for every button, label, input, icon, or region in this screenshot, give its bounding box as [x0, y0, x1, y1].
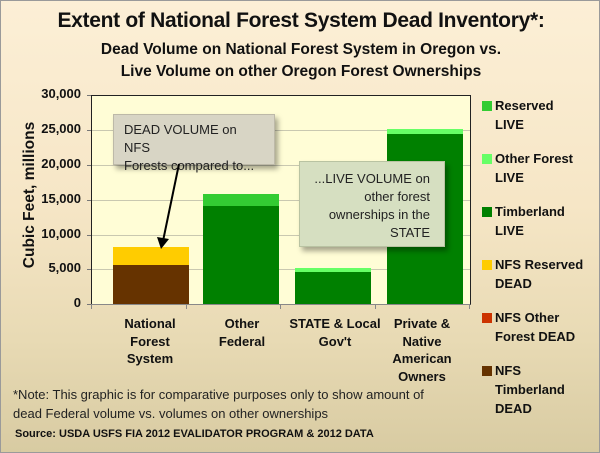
y-tick: 30,000	[41, 86, 81, 101]
x-label-private-native-american: Private & Native American Owners	[392, 316, 452, 384]
bar-segment	[203, 206, 279, 304]
gridline	[92, 200, 470, 201]
x-tick-mark	[91, 304, 92, 309]
gridline	[92, 269, 470, 270]
bar-national-forest-system	[113, 246, 189, 304]
legend-swatch	[482, 260, 492, 270]
legend-item-nfs-other-forest-dead: NFS Other Forest DEAD	[482, 308, 600, 346]
legend-item-timberland-live: Timberland LIVE	[482, 202, 600, 240]
bar-segment	[203, 193, 279, 206]
x-label-state-local-govt: STATE & Local Gov't	[289, 316, 381, 349]
y-tick: 15,000	[41, 191, 81, 206]
bar-segment	[387, 129, 463, 135]
legend-item-other-forest-live: Other Forest LIVE	[482, 149, 600, 187]
x-tick-mark	[469, 304, 470, 309]
legend-item-nfs-timberland-dead: NFS Timberland DEAD	[482, 361, 600, 418]
y-tick: 10,000	[41, 226, 81, 241]
chart-subtitle-line1: Dead Volume on National Forest System in…	[100, 41, 502, 58]
legend-swatch	[482, 207, 492, 217]
y-tick: 25,000	[41, 121, 81, 136]
gridline	[92, 165, 470, 166]
legend-swatch	[482, 313, 492, 323]
bar-segment	[295, 267, 371, 272]
x-label-other-federal: Other Federal	[218, 316, 266, 349]
y-tick-mark	[87, 269, 92, 270]
y-tick: 5,000	[48, 260, 81, 275]
footnote: *Note: This graphic is for comparative p…	[13, 387, 424, 421]
bar-segment	[203, 205, 279, 207]
legend-swatch	[482, 101, 492, 111]
x-tick-mark	[186, 304, 187, 309]
gridline	[92, 235, 470, 236]
callout-dead-volume: DEAD VOLUME on NFS Forests compared to..…	[113, 114, 275, 173]
bar-segment	[295, 271, 371, 304]
y-tick: 20,000	[41, 156, 81, 171]
y-tick-mark	[87, 165, 92, 166]
legend-swatch	[482, 154, 492, 164]
y-tick-mark	[87, 95, 92, 96]
y-tick-mark	[87, 304, 92, 305]
y-tick-mark	[87, 200, 92, 201]
arrow-icon	[157, 163, 180, 249]
plot-area	[91, 95, 471, 305]
legend-item-nfs-reserved-dead: NFS Reserved DEAD	[482, 255, 600, 293]
bar-other-federal	[203, 193, 279, 304]
y-tick: 0	[73, 295, 81, 310]
chart-title: Extent of National Forest System Dead In…	[57, 9, 545, 32]
bar-state-local-govt	[295, 267, 371, 304]
bar-segment	[113, 265, 189, 304]
x-tick-mark	[280, 304, 281, 309]
chart-subtitle-line2: Live Volume on other Oregon Forest Owner…	[120, 63, 482, 80]
legend-swatch	[482, 366, 492, 376]
source-citation: Source: USDA USFS FIA 2012 EVALIDATOR PR…	[15, 428, 374, 440]
y-tick-mark	[87, 130, 92, 131]
gridline	[92, 130, 470, 131]
bar-segment	[113, 246, 189, 266]
legend-item-reserved-live: Reserved LIVE	[482, 96, 600, 134]
x-label-national-forest-system: National Forest System	[124, 316, 176, 366]
x-tick-mark	[375, 304, 376, 309]
y-tick-mark	[87, 235, 92, 236]
callout-live-volume: ...LIVE VOLUME on other forest ownership…	[299, 161, 445, 247]
